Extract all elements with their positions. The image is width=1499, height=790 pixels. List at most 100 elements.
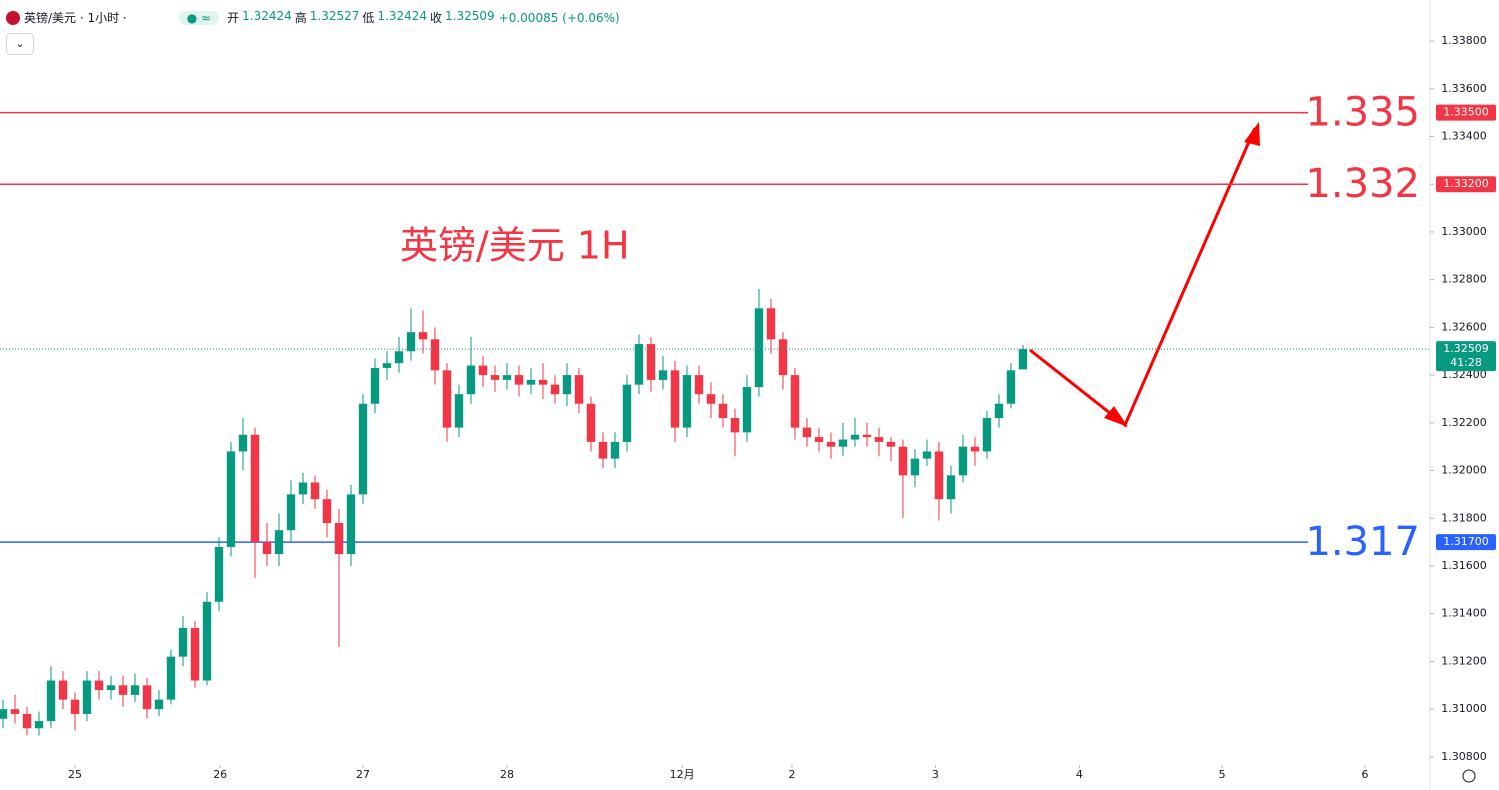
change: +0.00085 (+0.06%) — [498, 10, 620, 25]
candle-body — [10, 709, 20, 714]
candle-body — [718, 403, 728, 419]
ohlc-value: 1.32527 — [309, 9, 360, 23]
candle-body — [898, 446, 908, 476]
candle-body — [394, 351, 404, 364]
candle-body — [982, 418, 992, 452]
axis-badge — [1436, 176, 1496, 193]
candle-body — [154, 699, 164, 710]
y-tick-label: 1.31800 — [1441, 511, 1487, 524]
y-tick-label: 1.32800 — [1441, 273, 1487, 286]
candle-body — [466, 365, 476, 395]
candle-body — [826, 441, 836, 447]
candle-body — [298, 482, 308, 495]
candle-body — [226, 451, 236, 547]
settings-icon[interactable] — [1462, 769, 1476, 783]
last-price-badge — [1436, 341, 1496, 372]
candle-body — [22, 713, 32, 729]
candle-body — [0, 709, 8, 719]
ohlc-value: 1.32424 — [242, 9, 292, 23]
candle-body — [334, 523, 344, 555]
candle-body — [910, 458, 920, 476]
candle-body — [418, 332, 428, 340]
candle-body — [70, 699, 80, 714]
candle-body — [922, 451, 932, 459]
symbol: 英镑/美元 · 1小时 · — [24, 11, 127, 25]
candle-body — [190, 628, 200, 681]
candle-body — [550, 384, 560, 395]
y-tick-label: 1.33600 — [1441, 82, 1487, 95]
candle-body — [166, 656, 176, 700]
candle-body — [598, 441, 608, 459]
x-tick-label: 12月 — [670, 768, 695, 781]
candle-body — [994, 403, 1004, 419]
candle-body — [1006, 370, 1016, 404]
candle-body — [694, 375, 704, 395]
header: 英镑/美元 · 1小时 · ● ≈ 开 1.32424 高 1.32527 低 1.324… — [6, 9, 620, 26]
candle-body — [358, 403, 368, 495]
axis-badge-label: 1.33200 — [1443, 177, 1489, 190]
level-label: 1.335 — [1305, 90, 1420, 136]
ohlc-value: 1.32424 — [377, 9, 428, 23]
candle-body — [322, 499, 332, 524]
axis-badge-label: 1.33500 — [1443, 106, 1489, 119]
candle-body — [646, 344, 656, 380]
candle-body — [766, 308, 776, 340]
y-tick-label: 1.32000 — [1441, 464, 1487, 477]
ohlc-label: 收 — [430, 11, 443, 25]
y-tick-label: 1.33800 — [1441, 34, 1487, 47]
collapse-button[interactable]: ⌄ — [6, 33, 34, 55]
last-price-label: 1.32509 — [1443, 342, 1489, 355]
candle-body — [502, 375, 512, 380]
x-tick-label: 4 — [1076, 768, 1083, 781]
candle-body — [430, 339, 440, 371]
status-badge[interactable]: ● ≈ — [178, 10, 220, 25]
forecast-arrow — [1029, 122, 1260, 428]
candle-body — [754, 308, 764, 388]
candle-body — [406, 332, 416, 352]
candle-body — [850, 434, 860, 440]
candle-body — [478, 365, 488, 376]
candle-body — [682, 375, 692, 428]
x-tick-label: 27 — [356, 768, 370, 781]
level-label: 1.317 — [1305, 519, 1420, 565]
candle-body — [382, 363, 392, 368]
chart-annotation: 英镑/美元 1H — [400, 224, 630, 268]
x-tick-label: 2 — [788, 768, 795, 781]
y-tick-label: 1.33000 — [1441, 225, 1487, 238]
candle-body — [262, 542, 272, 555]
candle-body — [790, 375, 800, 428]
candle-body — [970, 446, 980, 452]
candle-body — [574, 375, 584, 404]
candle-body — [874, 437, 884, 442]
y-tick-label: 1.33400 — [1441, 129, 1487, 142]
y-tick-label: 1.31200 — [1441, 654, 1487, 667]
y-tick-label: 1.32400 — [1441, 368, 1487, 381]
candle-body — [514, 375, 524, 385]
candle-body — [94, 680, 104, 691]
candle-body — [958, 446, 968, 476]
ohlc-label: 开 — [227, 11, 240, 25]
candle-body — [838, 439, 848, 447]
candle-body — [106, 685, 116, 691]
candle-body — [586, 403, 596, 442]
candle-body — [562, 375, 572, 395]
candle-body — [946, 475, 956, 500]
candle-body — [634, 344, 644, 385]
ohlc-label: 低 — [362, 11, 375, 25]
candle-body — [202, 601, 212, 681]
candle-body — [286, 494, 296, 531]
x-tick-label: 5 — [1219, 768, 1226, 781]
y-tick-label: 1.32600 — [1441, 320, 1487, 333]
candle-body — [370, 367, 380, 404]
candle-body — [706, 394, 716, 404]
candle-body — [934, 451, 944, 500]
candle-body — [538, 379, 548, 385]
candle-body — [130, 685, 140, 695]
candle-body — [1018, 349, 1028, 370]
x-tick-label: 3 — [932, 768, 939, 781]
axis-badge — [1436, 104, 1496, 121]
candle-body — [118, 685, 128, 695]
countdown: 41:28 — [1450, 356, 1482, 369]
